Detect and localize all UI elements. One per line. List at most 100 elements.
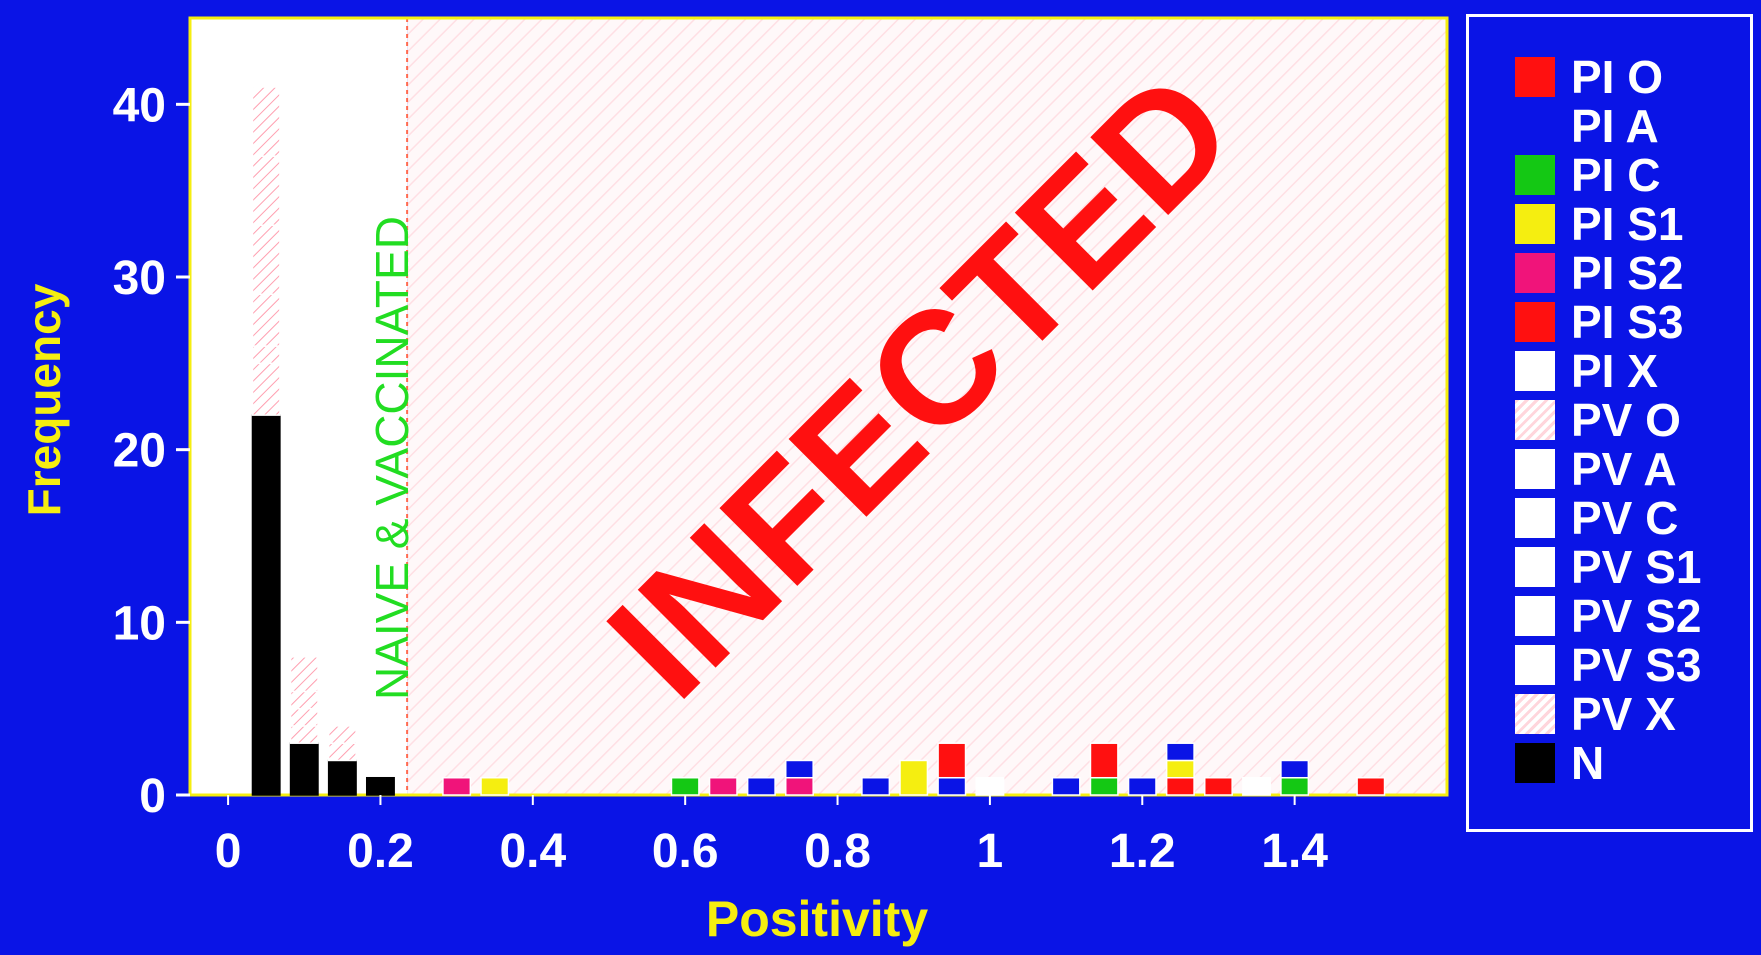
y-tick-label: 10 [113, 597, 166, 650]
legend-label: PI S3 [1571, 296, 1684, 348]
bar-segment-n [365, 776, 395, 796]
x-axis: 0 0.2 0.4 0.6 0.8 1 1.2 1.4 [215, 795, 1328, 878]
x-tick-label: 1 [977, 825, 1004, 878]
y-tick-label: 40 [113, 79, 166, 132]
bar-segment-pi-c [1280, 776, 1310, 796]
bar-segment-pv-x [289, 725, 319, 744]
x-tick-label: 1.2 [1109, 825, 1176, 878]
bar-segment-pi-o [937, 742, 967, 779]
bar-segment-n [251, 414, 281, 796]
legend-swatch [1515, 400, 1555, 440]
bar-segment-pi-s1 [480, 776, 510, 796]
legend-item: PI X [1515, 345, 1658, 397]
bars-layer [251, 86, 1386, 796]
bar-segment-pi-x [1242, 776, 1272, 796]
bar-segment-pi-c [1089, 776, 1119, 796]
legend-label: PV C [1571, 492, 1679, 544]
y-axis-label: Frequency [18, 283, 70, 516]
x-tick-label: 0.4 [499, 825, 566, 878]
x-tick-label: 0.6 [652, 825, 719, 878]
x-tick-label: 0.2 [347, 825, 414, 878]
legend-swatch [1515, 253, 1555, 293]
bar-segment-n [289, 742, 319, 796]
legend-label: PV X [1571, 688, 1676, 740]
legend-item: PI O [1515, 51, 1664, 103]
legend-label: PI S1 [1571, 198, 1684, 250]
bar-segment-pi-a [1280, 759, 1310, 779]
bar-segment-pv-o [251, 345, 281, 365]
bar-segment-pi-x [975, 776, 1005, 796]
plot-frame [188, 16, 1449, 797]
legend-item: PI S3 [1515, 296, 1684, 348]
bar-segment-pv-o [289, 707, 319, 727]
legend-label: N [1571, 737, 1605, 789]
bar-segment-pi-s2 [442, 776, 472, 796]
legend-label: PV S3 [1571, 639, 1702, 691]
bar-segment-pi-a [861, 776, 891, 796]
bar-segment-pv-x [289, 690, 319, 710]
legend-label: PV A [1571, 443, 1677, 495]
legend-item: PV S2 [1515, 593, 1701, 639]
legend-item: PI S1 [1515, 198, 1684, 250]
bar-segment-pi-a [1051, 776, 1081, 796]
bar-segment-pi-o [1203, 776, 1233, 796]
legend-swatch [1515, 547, 1555, 587]
legend-item: N [1515, 737, 1605, 789]
legend-item: PI S2 [1515, 250, 1684, 296]
legend-item: PV X [1515, 688, 1676, 740]
legend-swatch [1515, 694, 1555, 734]
bar-segment-pi-s2 [784, 776, 814, 796]
bar-segment-pv-x [327, 742, 357, 762]
legend-label: PV O [1571, 394, 1681, 446]
legend-item: PI A [1515, 100, 1659, 152]
legend-swatch [1515, 498, 1555, 538]
bar-segment-pi-s1 [1165, 759, 1195, 779]
naive-vaccinated-annotation: NAIVE & VACCINATED [366, 216, 418, 700]
legend-item: PV S3 [1515, 639, 1702, 691]
bar-segment-pi-s2 [708, 776, 738, 796]
bar-segment-pi-c [670, 776, 700, 796]
legend-label: PI C [1571, 149, 1661, 201]
legend-swatch [1515, 302, 1555, 342]
y-tick-label: 30 [113, 252, 166, 305]
legend-swatch [1515, 57, 1555, 97]
legend-swatch [1515, 645, 1555, 685]
legend-swatch [1515, 351, 1555, 391]
bar-segment-pi-o [1165, 776, 1195, 796]
bar-segment-pi-a [1127, 776, 1157, 796]
bar-segment-pi-a [746, 776, 776, 796]
legend-swatch [1515, 155, 1555, 195]
x-tick-label: 0 [215, 825, 242, 878]
bar-segment-pv-o [327, 725, 357, 744]
legend-item: PI C [1515, 149, 1661, 201]
legend-item: PV O [1515, 394, 1681, 446]
legend-label: PI O [1571, 51, 1664, 103]
legend-label: PI X [1571, 345, 1658, 397]
infected-region [407, 18, 1448, 795]
bar-segment-n [327, 759, 357, 796]
legend-item: PV A [1515, 443, 1677, 495]
y-tick-label: 20 [113, 425, 166, 478]
bar-segment-pi-o [1089, 742, 1119, 779]
x-tick-label: 0.8 [804, 825, 871, 878]
legend-swatch [1515, 743, 1555, 783]
bar-segment-pi-a [784, 759, 814, 779]
bar-segment-pi-s1 [899, 759, 929, 796]
bar-segment-pv-o [251, 86, 281, 157]
legend-label: PI A [1571, 100, 1659, 152]
bar-segment-pv-o [251, 224, 281, 296]
y-axis: 0 10 20 30 40 [113, 79, 190, 823]
bar-segment-pi-a [937, 776, 967, 796]
bar-segment-pv-x [251, 362, 281, 416]
x-axis-label: Positivity [706, 891, 928, 947]
legend-swatch [1515, 596, 1555, 636]
legend-swatch [1515, 204, 1555, 244]
bar-segment-pi-o [1356, 776, 1386, 796]
legend-swatch [1515, 106, 1555, 146]
bar-segment-pv-x [251, 155, 281, 226]
y-tick-label: 0 [139, 770, 166, 823]
legend-item: PV S1 [1515, 544, 1701, 590]
